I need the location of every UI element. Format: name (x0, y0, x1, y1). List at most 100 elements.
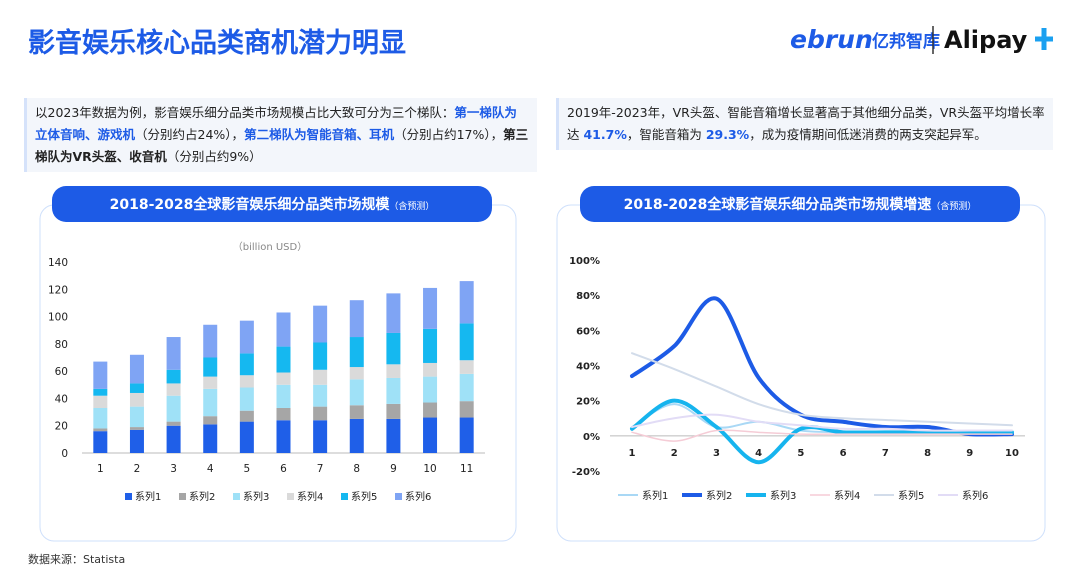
bar (459, 281, 474, 324)
y-tick-label: 40% (576, 362, 600, 373)
bar (93, 428, 108, 432)
x-tick-label: 2 (134, 463, 141, 475)
chart-subtitle: （含预测） (389, 200, 434, 212)
bar (276, 346, 291, 373)
x-tick-label: 4 (755, 448, 762, 459)
x-tick-label: 2 (671, 448, 678, 459)
legend-swatch (125, 493, 132, 500)
bar (313, 420, 328, 453)
legend-swatch (179, 493, 186, 500)
chart-title-text: 2018-2028全球影音娱乐细分品类市场规模 (110, 196, 391, 213)
bar (203, 357, 218, 377)
title: 影音娱乐核心品类商机潜力明显 (28, 27, 406, 59)
bar (349, 405, 364, 419)
y-tick-label: 60 (55, 366, 68, 378)
legend-swatch (341, 493, 348, 500)
x-tick-label: 10 (1005, 448, 1019, 459)
legend-swatch (395, 493, 402, 500)
x-tick-label: 1 (97, 463, 104, 475)
bar (349, 300, 364, 338)
bar (276, 407, 291, 421)
bar (459, 373, 474, 402)
bar (386, 332, 401, 365)
chart-subtitle: （含预测） (931, 200, 976, 212)
logo: Alipay (944, 26, 1028, 54)
bar (203, 324, 218, 358)
bar (239, 375, 254, 388)
bar (166, 395, 181, 422)
chart-title-text: 2018-2028全球影音娱乐细分品类市场规模增速 (624, 196, 932, 213)
legend-label: 系列1 (642, 489, 668, 502)
y-tick-label: 20 (55, 421, 68, 433)
bar (313, 406, 328, 421)
bar (203, 388, 218, 417)
bar (166, 421, 181, 426)
axis-label: （billion USD） (233, 241, 307, 253)
bar (166, 425, 181, 453)
bar (459, 323, 474, 361)
bar (423, 287, 438, 329)
legend-label: 系列3 (770, 489, 796, 502)
x-tick-label: 7 (317, 463, 324, 475)
note: 2019年-2023年，VR头盔、智能音箱增长显著高于其他细分品类，VR头盔平均… (556, 98, 1053, 150)
x-tick-label: 6 (280, 463, 287, 475)
x-tick-label: 8 (924, 448, 931, 459)
bar (239, 353, 254, 376)
y-tick-label: 100 (48, 312, 68, 324)
bar (313, 384, 328, 407)
legend-swatch (233, 493, 240, 500)
bar (459, 360, 474, 374)
bar (129, 354, 144, 384)
bar (93, 407, 108, 429)
note-text: 29.3% (705, 127, 750, 142)
bar (93, 395, 108, 408)
line (631, 413, 1013, 432)
y-tick-label: 80 (55, 339, 68, 351)
bar (423, 328, 438, 363)
line (630, 398, 1014, 465)
bar (459, 417, 474, 453)
bar (93, 431, 108, 453)
x-tick-label: 7 (882, 448, 889, 459)
legend-label: 系列2 (706, 489, 732, 502)
legend-label: 系列4 (834, 489, 860, 502)
x-tick-label: 3 (713, 448, 720, 459)
bar (459, 401, 474, 418)
y-tick-label: 60% (576, 326, 600, 337)
y-tick-label: 0% (583, 432, 600, 443)
x-tick-label: 8 (353, 463, 360, 475)
bar (276, 312, 291, 347)
legend-label: 系列2 (189, 490, 215, 503)
note-text: 以2023年数据为例，影音娱乐细分品类市场规模占比大致可分为三个梯队： (35, 105, 455, 120)
x-tick-label: 6 (840, 448, 847, 459)
y-tick-label: 20% (576, 397, 600, 408)
bar (349, 418, 364, 453)
note-text: 第二梯队为智能音箱、耳机 (244, 127, 395, 142)
bar (349, 337, 364, 368)
bar (423, 376, 438, 403)
legend-label: 系列3 (243, 490, 269, 503)
bar (239, 410, 254, 422)
x-tick-label: 5 (797, 448, 804, 459)
x-tick-label: 5 (244, 463, 251, 475)
bar (129, 427, 144, 430)
bar (239, 421, 254, 453)
y-tick-label: 100% (569, 256, 600, 267)
x-tick-label: 9 (966, 448, 973, 459)
chart-title-bg (52, 186, 492, 222)
x-tick-label: 10 (423, 463, 436, 475)
y-tick-label: 120 (48, 284, 68, 296)
bar (386, 403, 401, 419)
chart-title: 2018-2028全球影音娱乐细分品类市场规模增速（含预测） (624, 196, 977, 213)
bar (166, 337, 181, 370)
chart-title-bg (580, 186, 1020, 222)
bar (423, 417, 438, 453)
note-text: ，成为疫情期间低迷消费的两支突起异军。 (749, 127, 987, 142)
note-text: 2019年-2023年，VR头盔、智能音箱增长显著高于其他细分品类，VR头盔平均… (567, 105, 1045, 142)
legend-swatch (287, 493, 294, 500)
bar (313, 369, 328, 385)
legend-label: 系列6 (405, 490, 431, 503)
bar (203, 424, 218, 453)
legend-label: 系列4 (297, 490, 323, 503)
legend-label: 系列5 (351, 490, 377, 503)
